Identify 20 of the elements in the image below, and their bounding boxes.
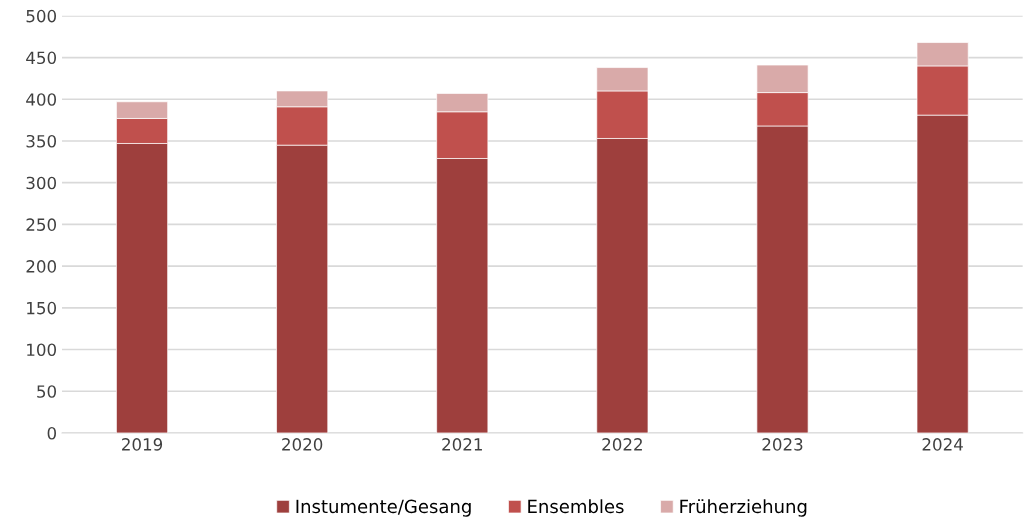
y-tick-label: 500 — [26, 9, 57, 23]
y-tick-label: 400 — [26, 93, 57, 106]
y-tick-label: 250 — [26, 218, 57, 231]
legend-label: Früherziehung — [680, 499, 807, 517]
x-tick-label: 2020 — [282, 438, 323, 451]
y-tick-label: 0 — [47, 426, 57, 440]
y-tick-label: 350 — [26, 134, 57, 148]
y-tick-label: 100 — [27, 343, 57, 357]
y-tick-label: 450 — [26, 51, 57, 65]
y-tick-label: 200 — [26, 260, 57, 273]
legend-label: Instumente/Gesang — [296, 499, 471, 517]
y-tick-label: 50 — [37, 385, 57, 398]
legend-label: Ensembles — [528, 499, 624, 514]
x-tick-label: 2024 — [922, 438, 963, 451]
x-tick-label: 2019 — [122, 438, 163, 451]
x-tick-label: 2023 — [762, 438, 803, 451]
x-tick-label: 2021 — [442, 438, 482, 451]
y-tick-label: 300 — [26, 176, 57, 190]
y-tick-label: 150 — [27, 301, 57, 315]
x-tick-label: 2022 — [602, 438, 642, 451]
